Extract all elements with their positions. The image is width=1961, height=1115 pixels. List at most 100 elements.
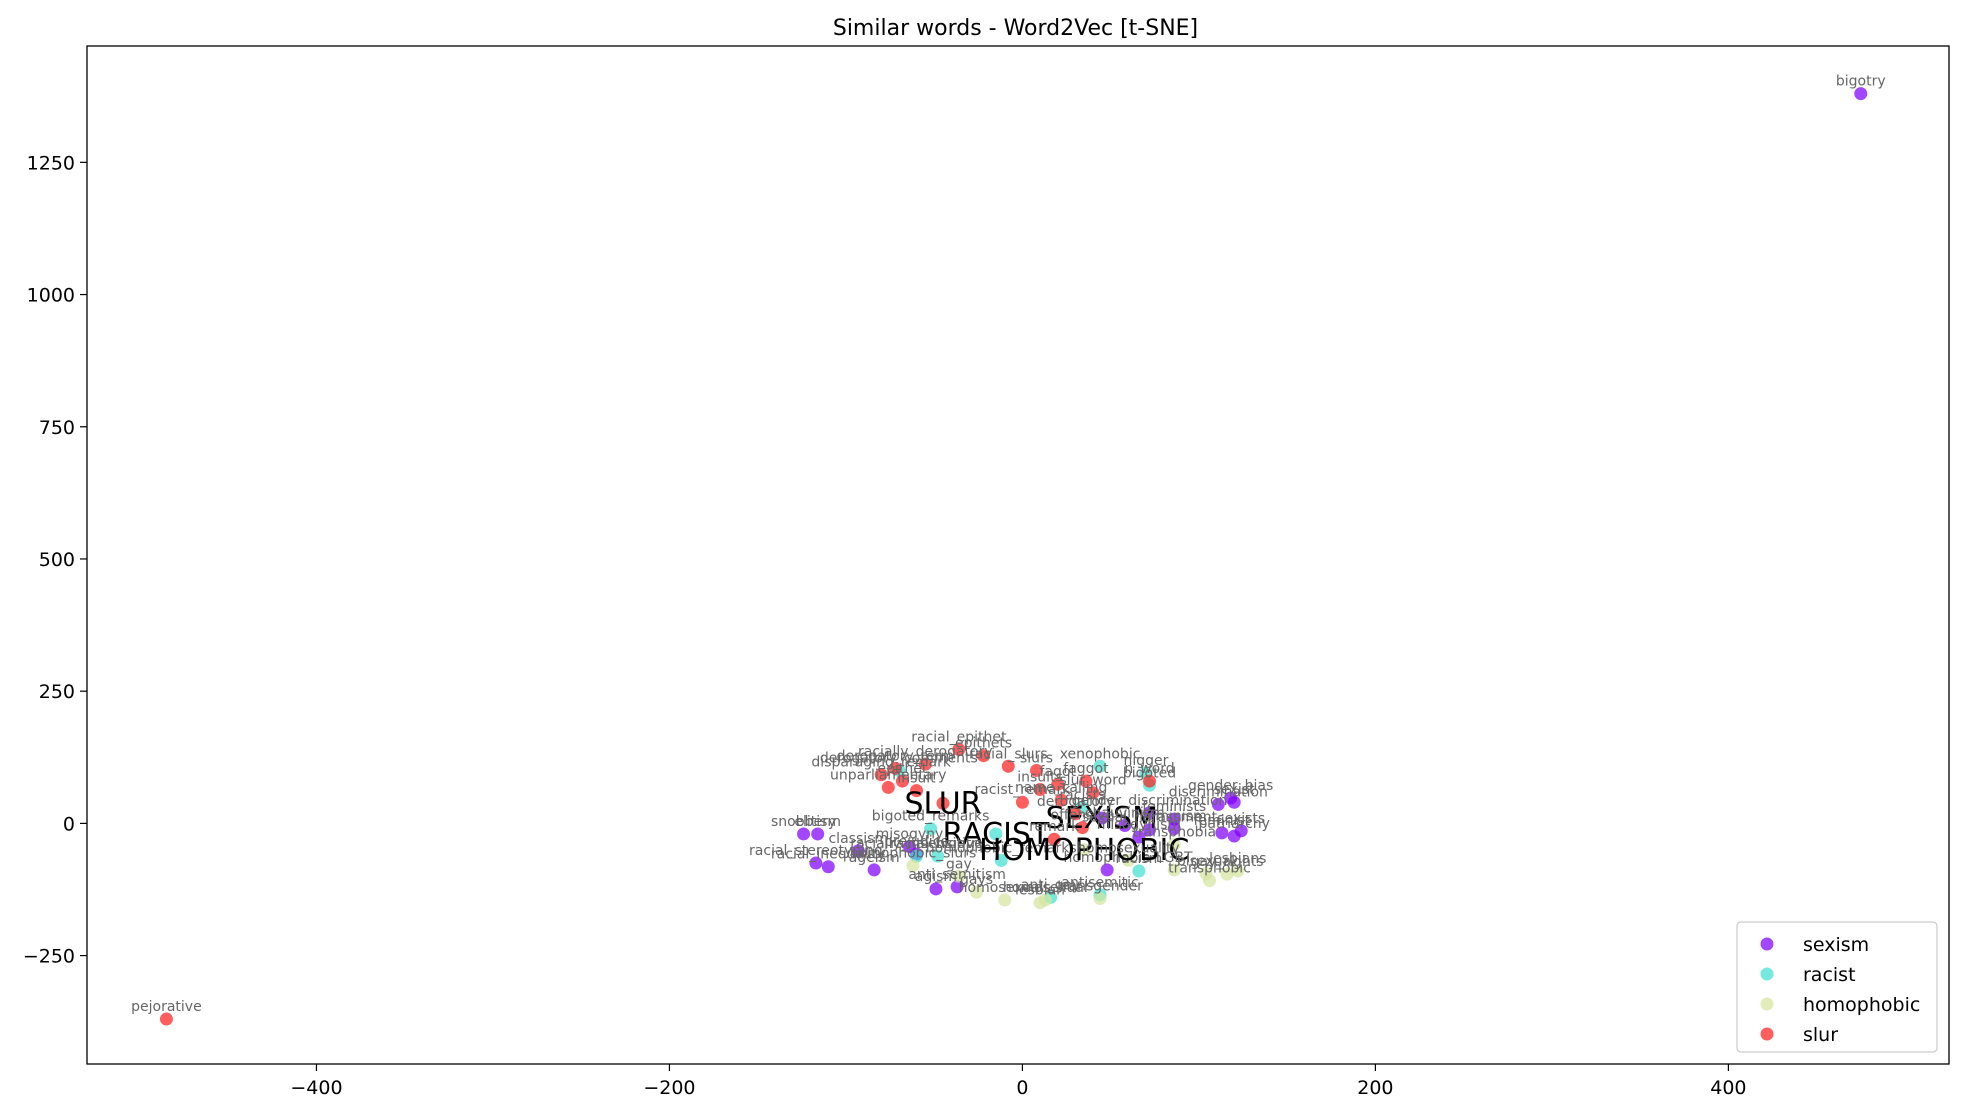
point-label-sexism-21: gender_bias [1188,778,1273,794]
point-label-sexism-13: misogynism [1097,817,1181,833]
point-slur-2 [952,742,966,756]
point-label-homophobic-14: transphobia [1132,825,1216,841]
point-label-sexism-23: patriarchy [1198,816,1269,832]
point-homophobic-0 [1077,843,1091,857]
point-label-slur-11: slurs [1020,750,1053,766]
point-slur-9 [910,784,924,798]
point-label-sexism-1: SEXISM [1046,801,1158,836]
point-slur-3 [977,749,991,763]
x-tick-label-0: −400 [290,1077,342,1099]
point-label-sexism-7: ageism [849,850,900,866]
point-label-slur-8: unparliamentary [830,767,947,783]
point-label-slur-17: derogatory [1037,794,1114,810]
point-label-sexism-9: prejudice [884,834,949,850]
point-label-homophobic-3: gays [960,872,993,888]
legend-label-racist: racist [1803,964,1856,986]
point-label-slur-9: insult [897,771,936,787]
point-sexism-22 [1227,795,1241,809]
point-label-sexism-12: chauvinism [1085,805,1165,821]
x-tick-label-3: 200 [1357,1077,1393,1099]
point-slur-11 [1030,763,1044,777]
point-label-slur-3: epithets [955,736,1012,752]
point-sexism-12 [1118,818,1132,832]
point-homophobic-6 [1038,893,1052,907]
chart-title: Similar words - Word2Vec [t-SNE] [833,16,1198,41]
x-tick-label-1: −200 [643,1077,695,1099]
point-sexism-7 [867,863,881,877]
point-label-sexism-4: racial_stereotyping [749,843,883,859]
point-label-homophobic-12: gay_rights [1191,854,1264,870]
point-label-racist-9: antisemitic [1061,875,1138,891]
point-sexism-16 [1167,822,1181,836]
point-slur-18 [1075,821,1089,835]
point-label-racist-12: racists [1059,788,1105,804]
point-slur-8 [881,780,895,794]
point-homophobic-12 [1220,867,1234,881]
point-label-racist-3: bigoted [1123,765,1176,781]
point-sexism-5 [821,860,835,874]
point-sexism-10 [929,882,943,896]
point-label-slur-15: insults [1017,770,1063,786]
point-sexism-20 [1215,826,1229,840]
point-slur-17 [1068,807,1082,821]
y-tick-label-0: −250 [23,946,75,968]
point-label-sexism-24: sexists [1217,811,1265,827]
point-label-racist-8: homophobic_remarks [926,840,1077,856]
point-label-racist-6: derogatory_comments [820,750,978,766]
legend-box [1736,921,1938,1053]
point-label-slur-13: faggot [1063,761,1109,777]
point-label-racist-0: RACIST [943,817,1050,852]
point-racist-5 [931,849,945,863]
point-homophobic-2 [952,869,966,883]
point-label-slur-1: SLUR [904,786,981,821]
point-sexism-4 [809,856,823,870]
point-label-racist-2: nigger [1124,753,1169,769]
x-tick-label-4: 400 [1710,1077,1746,1099]
point-label-homophobic-6: homosexual [1003,880,1088,896]
point-label-sexism-2: snobbery [771,814,836,830]
point-slur-4 [918,757,932,771]
legend-label-homophobic: homophobic [1803,994,1920,1016]
point-label-slur-21: racist_remark [974,782,1071,798]
legend-marker-slur [1760,1027,1774,1041]
point-label-sexism-6: classism [828,831,888,847]
point-sexism-1 [1095,811,1109,825]
point-sexism-0 [1854,87,1868,101]
point-label-sexism-22: sexist [1214,782,1255,798]
point-homophobic-8 [1121,853,1135,867]
point-homophobic-9 [1167,863,1181,877]
point-label-homophobic-5: lesbian [1015,883,1065,899]
point-label-homophobic-4: homosexuals [959,880,1051,896]
point-homophobic-4 [998,893,1012,907]
point-label-homophobic-10: bisexual [1177,854,1235,870]
point-label-racist-5: racial_bigotry [890,836,985,852]
point-label-homophobic-11: transphobic [1168,860,1251,876]
point-label-sexism-15: sexual_harassment [1082,810,1218,826]
point-slur-6 [874,768,888,782]
point-label-sexism-20: feminist [1194,813,1251,829]
point-label-homophobic-0: HOMOPHOBIC [979,833,1189,868]
point-label-slur-5: derogatory_term [837,748,954,764]
point-label-homophobic-7: transgender [1057,878,1143,894]
point-sexism-2 [797,827,811,841]
point-slur-21 [1015,795,1029,809]
point-label-sexism-5: racial_inequality [771,847,886,863]
point-racist-8 [994,853,1008,867]
x-axis: −400 −200 0 200 400 [290,1064,1747,1099]
axes-frame [86,45,1950,1065]
point-label-slur-19: remark [1029,819,1080,835]
points-layer [159,87,1868,1026]
legend: sexism racist homophobic slur [1736,921,1938,1053]
point-label-sexism-8: misogyny [876,827,944,843]
point-label-slur-7: epithet [877,761,927,777]
point-label-homophobic-8: homosexuality [1077,840,1180,856]
point-sexism-17 [1167,812,1181,826]
point-sexism-14 [1142,806,1156,820]
point-label-slur-12: fagot [1039,764,1076,780]
legend-marker-racist [1760,967,1774,981]
y-axis: −250 0 250 500 750 1000 1250 [23,152,87,968]
point-label-racist-4: racially_insensitive [850,836,983,852]
point-homophobic-11 [1202,873,1216,887]
point-racist-1 [1093,759,1107,773]
